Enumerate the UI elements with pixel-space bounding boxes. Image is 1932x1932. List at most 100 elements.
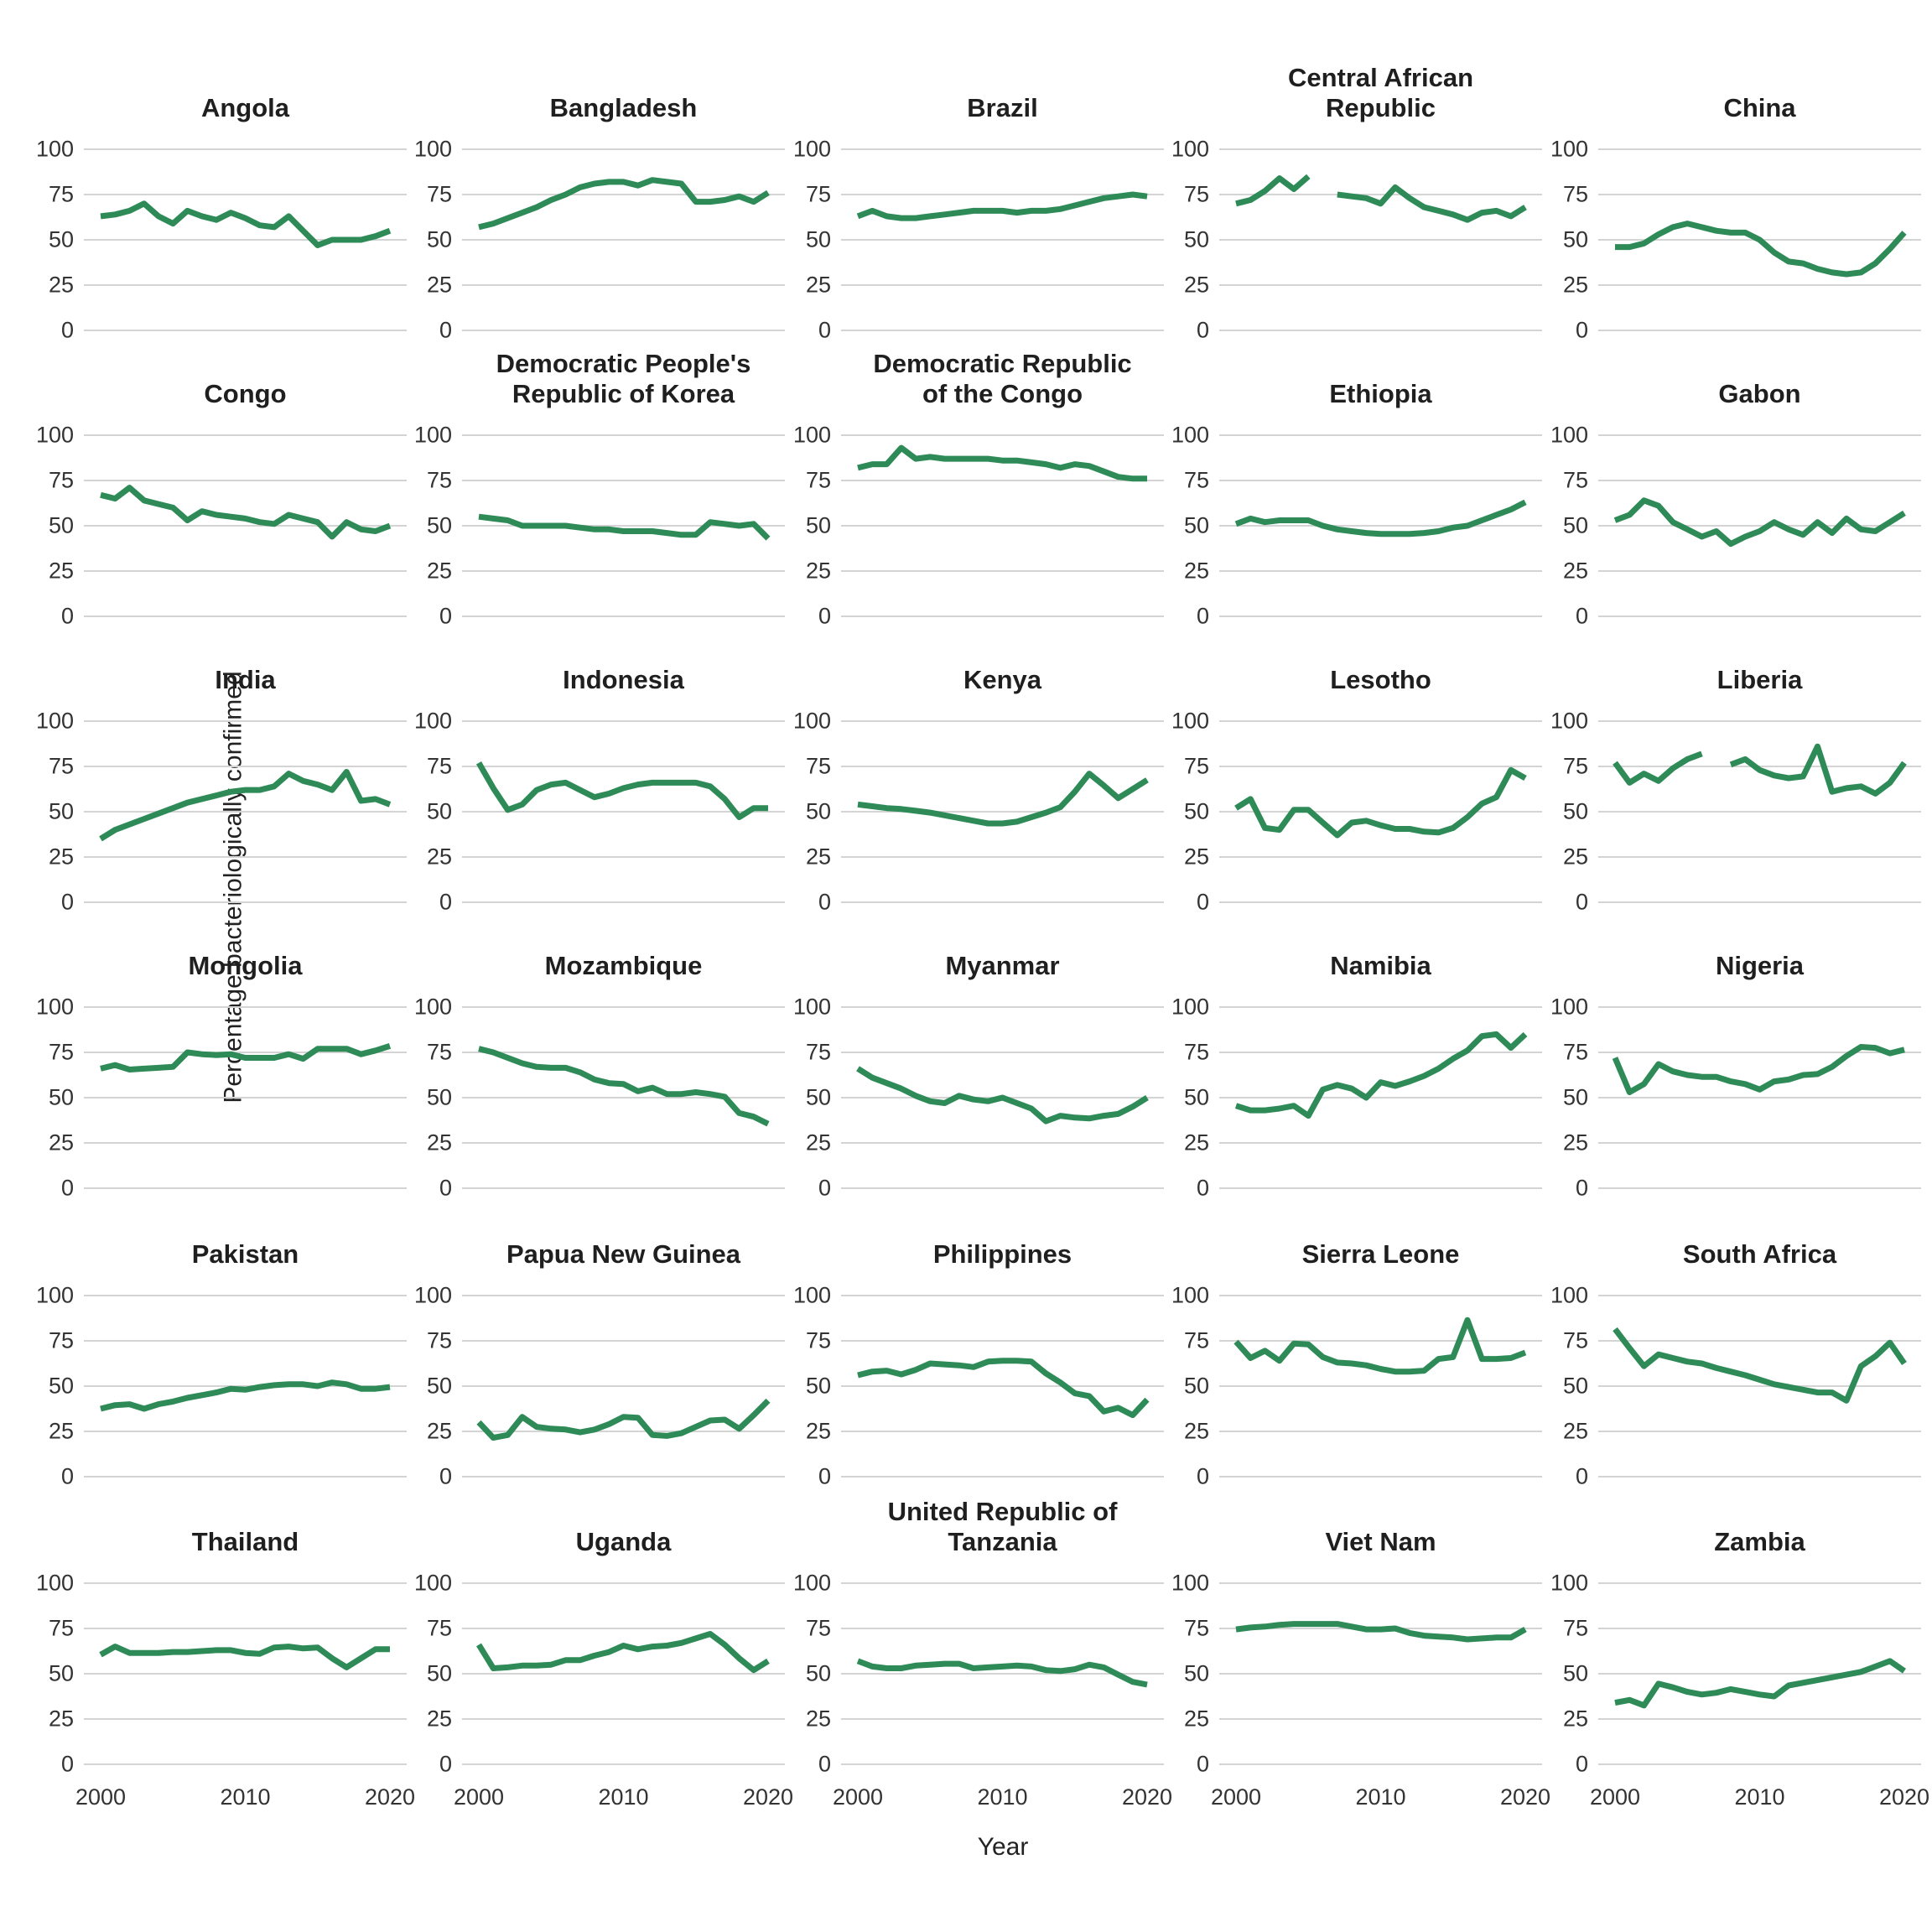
- panel-title-brazil: Brazil: [967, 93, 1038, 123]
- y-tick-label: 75: [426, 467, 452, 493]
- y-tick-label: 100: [35, 1282, 74, 1308]
- data-line-myanmar: [856, 1066, 1149, 1124]
- line-chart-ethiopia: [1219, 434, 1542, 617]
- x-tick-label: 2020: [1499, 1784, 1551, 1810]
- panel-title-kenya: Kenya: [963, 665, 1042, 695]
- line-chart-kenya: [841, 720, 1164, 903]
- y-tick-label: 50: [1562, 1373, 1588, 1399]
- panel-title-thailand: Thailand: [191, 1527, 299, 1557]
- line-chart-south-africa: [1598, 1295, 1921, 1478]
- line-chart-democratic-people-s-republic-of-korea: [462, 434, 785, 617]
- data-line-uganda: [476, 1631, 770, 1674]
- y-tick-label: 50: [48, 1084, 74, 1110]
- panel-title-nigeria: Nigeria: [1715, 951, 1805, 981]
- y-tick-label: 0: [1575, 603, 1588, 629]
- y-tick-label: 50: [426, 512, 452, 538]
- y-tick-label: 0: [439, 1463, 452, 1489]
- line-chart-central-african-republic: [1219, 148, 1542, 331]
- line-chart-angola: [84, 148, 407, 331]
- y-tick-label: 75: [426, 181, 452, 207]
- y-tick-label: 50: [1562, 512, 1588, 538]
- line-chart-china: [1598, 148, 1921, 331]
- y-tick-label: 75: [48, 1615, 74, 1641]
- y-tick-label: 75: [48, 1039, 74, 1065]
- panel-title-ethiopia: Ethiopia: [1329, 379, 1432, 409]
- panel-title-china: China: [1723, 93, 1796, 123]
- data-line-ethiopia: [1234, 499, 1527, 538]
- y-tick-label: 0: [818, 603, 831, 629]
- line-chart-thailand: [84, 1582, 407, 1765]
- y-tick-label: 50: [1562, 1660, 1588, 1686]
- line-chart-pakistan: [84, 1295, 407, 1478]
- y-tick-label: 100: [35, 708, 74, 734]
- data-line-brazil: [856, 191, 1148, 221]
- panel-title-uganda: Uganda: [575, 1527, 672, 1557]
- y-tick-label: 0: [1575, 317, 1588, 343]
- line-chart-lesotho: [1219, 720, 1542, 903]
- data-line-indonesia: [475, 761, 768, 820]
- y-tick-label: 25: [426, 1418, 452, 1444]
- y-tick-label: 75: [1562, 181, 1588, 207]
- y-tick-label: 25: [426, 844, 452, 870]
- y-tick-label: 25: [805, 1418, 831, 1444]
- y-tick-label: 100: [1171, 136, 1209, 162]
- y-tick-label: 100: [413, 1570, 452, 1596]
- panel-title-mozambique: Mozambique: [544, 951, 703, 981]
- y-tick-label: 100: [35, 1570, 74, 1596]
- y-tick-label: 0: [439, 1175, 452, 1201]
- y-tick-label: 25: [48, 1130, 74, 1156]
- y-tick-label: 0: [439, 603, 452, 629]
- panel-title-united-republic-of-tanzania: United Republic of Tanzania: [887, 1496, 1118, 1557]
- data-line-nigeria: [1612, 1044, 1905, 1095]
- y-tick-label: 50: [1562, 1084, 1588, 1110]
- y-tick-label: 100: [792, 708, 831, 734]
- y-tick-label: 100: [792, 1570, 831, 1596]
- y-tick-label: 0: [818, 889, 831, 915]
- data-line-central-african-republic: [1235, 174, 1311, 207]
- data-line-lesotho: [1234, 766, 1527, 839]
- panel-title-bangladesh: Bangladesh: [549, 93, 698, 123]
- y-tick-label: 25: [805, 1706, 831, 1732]
- y-tick-label: 75: [805, 467, 831, 493]
- data-line-congo: [100, 485, 392, 540]
- y-tick-label: 75: [48, 181, 74, 207]
- y-tick-label: 25: [1562, 1418, 1588, 1444]
- y-tick-label: 75: [1183, 467, 1209, 493]
- line-chart-gabon: [1598, 434, 1921, 617]
- y-tick-label: 50: [805, 1660, 831, 1686]
- x-tick-label: 2010: [598, 1784, 649, 1810]
- y-tick-label: 100: [413, 1282, 452, 1308]
- y-tick-label: 75: [1183, 181, 1209, 207]
- y-tick-label: 75: [1183, 753, 1209, 779]
- y-tick-label: 25: [1562, 272, 1588, 298]
- y-tick-label: 100: [1550, 422, 1588, 448]
- line-chart-myanmar: [841, 1006, 1164, 1189]
- line-chart-mozambique: [462, 1006, 785, 1189]
- panel-title-indonesia: Indonesia: [563, 665, 684, 695]
- data-line-angola: [100, 200, 392, 248]
- y-tick-label: 0: [60, 1463, 74, 1489]
- panel-title-namibia: Namibia: [1330, 951, 1431, 981]
- x-tick-label: 2010: [220, 1784, 271, 1810]
- line-chart-liberia: [1598, 720, 1921, 903]
- data-line-papua-new-guinea: [476, 1398, 771, 1441]
- panel-title-sierra-leone: Sierra Leone: [1301, 1239, 1460, 1270]
- y-tick-label: 0: [439, 889, 452, 915]
- y-tick-label: 0: [818, 1463, 831, 1489]
- y-tick-label: 50: [1562, 226, 1588, 252]
- y-tick-label: 0: [439, 317, 452, 343]
- y-tick-label: 25: [48, 1418, 74, 1444]
- y-tick-label: 50: [1183, 1660, 1209, 1686]
- data-line-central-african-republic: [1337, 184, 1527, 223]
- y-tick-label: 25: [1562, 844, 1588, 870]
- line-chart-viet-nam: [1219, 1582, 1542, 1765]
- panel-title-papua-new-guinea: Papua New Guinea: [506, 1239, 741, 1270]
- panel-title-liberia: Liberia: [1716, 665, 1803, 695]
- line-chart-india: [84, 720, 407, 903]
- data-line-zambia: [1614, 1658, 1906, 1709]
- y-tick-label: 0: [1575, 889, 1588, 915]
- data-line-china: [1615, 221, 1907, 278]
- panel-title-myanmar: Myanmar: [945, 951, 1060, 981]
- y-tick-label: 25: [48, 272, 74, 298]
